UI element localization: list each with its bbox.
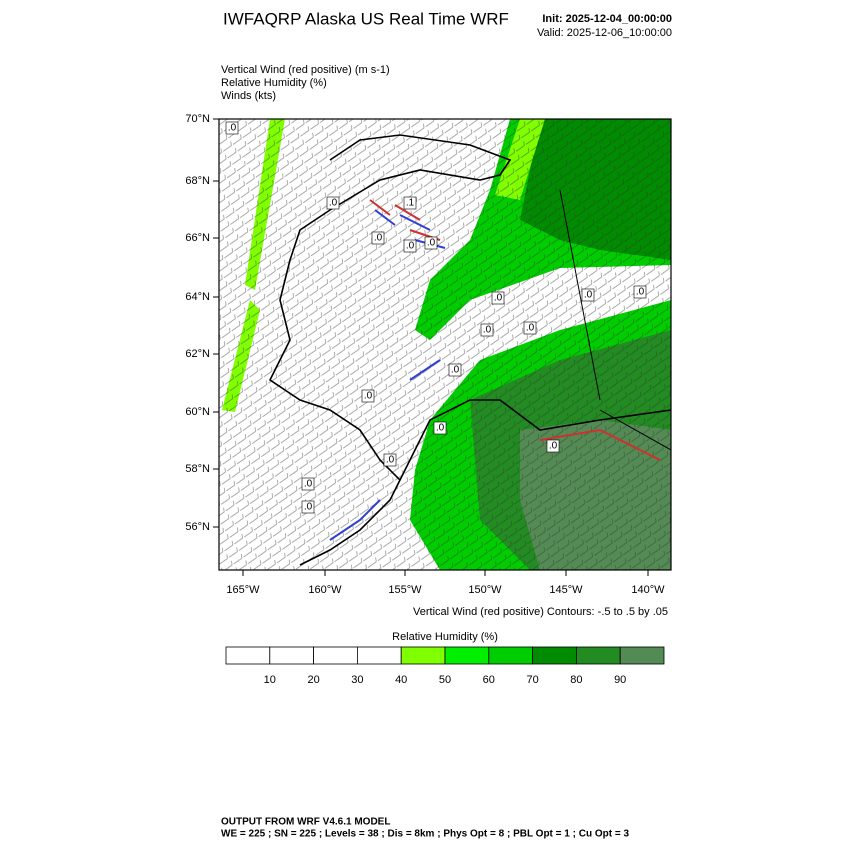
contour-label-box: [546, 439, 560, 453]
contour-label: .0: [406, 241, 415, 252]
colorbar-box: [400, 646, 446, 665]
contour-label: .0: [636, 287, 645, 298]
contour-label-box: [523, 321, 537, 335]
contour-label: .0: [374, 233, 383, 244]
lat-label: 64°N: [185, 291, 210, 303]
contour-label: .0: [584, 290, 593, 301]
contour-label: .0: [386, 455, 395, 466]
colorbar-box: [313, 646, 358, 665]
colorbar-box: [488, 646, 533, 665]
map-frame: [218, 118, 672, 571]
lat-label: 66°N: [185, 232, 210, 244]
lat-label: 56°N: [185, 521, 210, 533]
colorbar-label: 70: [526, 674, 538, 686]
colorbar-box: [269, 646, 314, 665]
contour-label-box: [301, 500, 315, 514]
lon-label: 140°W: [631, 584, 665, 596]
colorbar-label: 60: [483, 674, 495, 686]
lon-label: 165°W: [226, 584, 260, 596]
field-label: Winds (kts): [221, 90, 276, 102]
colorbar-box: [532, 646, 577, 665]
contour-label: .0: [549, 441, 558, 452]
lon-label: 145°W: [549, 584, 583, 596]
colorbar-label: 10: [264, 674, 276, 686]
contour-label-box: [581, 288, 595, 302]
lat-label: 68°N: [185, 175, 210, 187]
contour-label-box: [301, 477, 315, 491]
lat-label: 58°N: [185, 463, 210, 475]
colorbar-label: 40: [395, 674, 407, 686]
contour-label: .0: [483, 325, 492, 336]
contour-label-box: [326, 196, 340, 210]
contour-label-box: [383, 453, 397, 467]
contour-label-box: [480, 323, 494, 337]
lat-label: 62°N: [185, 348, 210, 360]
field-label: Relative Humidity (%): [221, 77, 327, 89]
contour-label-box: [424, 236, 438, 250]
colorbar-box: [619, 646, 665, 665]
contour-label-box: [448, 363, 462, 377]
field-label: Vertical Wind (red positive) (m s-1): [221, 64, 390, 76]
footer-line: WE = 225 ; SN = 225 ; Levels = 38 ; Dis …: [221, 829, 629, 840]
colorbar-label: 90: [614, 674, 626, 686]
contour-note: Vertical Wind (red positive) Contours: -…: [413, 606, 668, 618]
contour-label-box: [361, 389, 375, 403]
lon-label: 150°W: [468, 584, 502, 596]
contour-label: .0: [526, 323, 535, 334]
contour-label: .0: [364, 391, 373, 402]
lon-label: 155°W: [388, 584, 422, 596]
colorbar-label: 30: [351, 674, 363, 686]
valid-time: Valid: 2025-12-06_10:00:00: [537, 27, 672, 39]
contour-label-box: [491, 291, 505, 305]
contour-label: .0: [228, 123, 237, 134]
colorbar-box: [576, 646, 621, 665]
contour-label: .0: [427, 238, 436, 249]
contour-label-box: [225, 121, 239, 135]
footer-line: OUTPUT FROM WRF V4.6.1 MODEL: [221, 817, 390, 828]
lon-label: 160°W: [308, 584, 342, 596]
contour-label: .0: [436, 423, 445, 434]
lat-label: 70°N: [185, 113, 210, 125]
contour-label-box: [403, 239, 417, 253]
contour-label-box: [371, 231, 385, 245]
init-time: Init: 2025-12-04_00:00:00: [542, 13, 672, 25]
colorbar-title: Relative Humidity (%): [392, 631, 498, 643]
title: IWFAQRP Alaska US Real Time WRF: [223, 9, 509, 28]
contour-label-box: [433, 421, 447, 435]
contour-label: .0: [304, 502, 313, 513]
colorbar-label: 20: [307, 674, 319, 686]
lat-label: 60°N: [185, 406, 210, 418]
contour-label-box: [403, 196, 417, 210]
contour-label: .0: [494, 293, 503, 304]
colorbar: 10 20 30 40 50 60 70 80 90: [225, 646, 665, 686]
colorbar-label: 50: [439, 674, 451, 686]
contour-label: .0: [304, 479, 313, 490]
contour-label-box: [633, 285, 647, 299]
colorbar-label: 80: [570, 674, 582, 686]
colorbar-box: [356, 646, 402, 665]
colorbar-box: [444, 646, 490, 665]
contour-label: .0: [451, 365, 460, 376]
map-field: [219, 119, 671, 570]
contour-labels: .0 .0 .1 .0 .0 .0 .0 .0 .0 .0 .0 .0 .0 .0 .0 .0 .0 .0: [225, 121, 647, 514]
colorbar-box: [225, 646, 271, 665]
contour-label: .1: [406, 198, 415, 209]
contour-label: .0: [329, 198, 338, 209]
